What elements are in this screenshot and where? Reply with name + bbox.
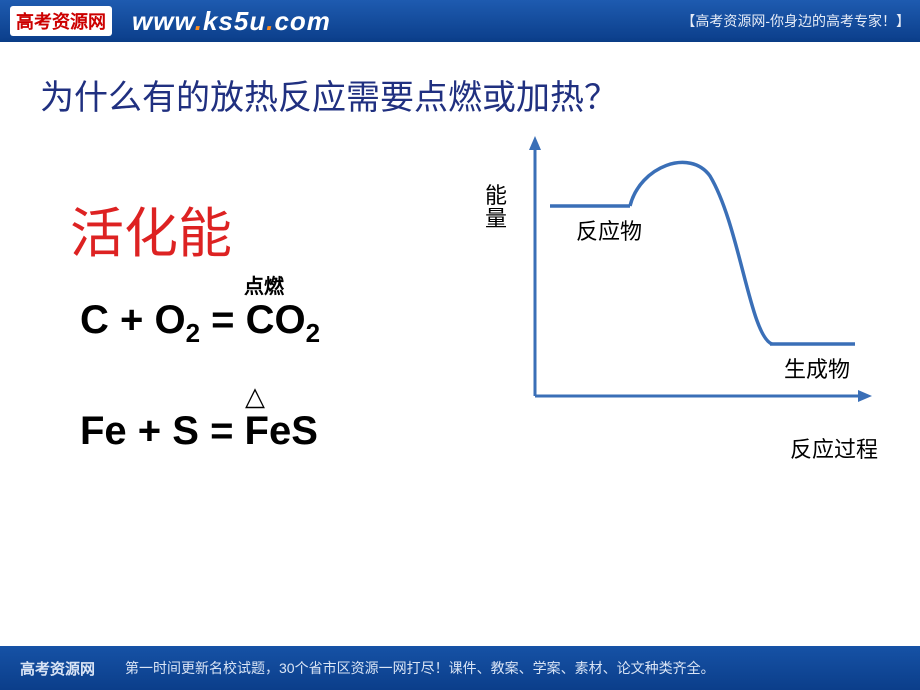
y-lbl-1: 能 [484,184,508,207]
equation-1-condition: 点燃 [244,270,284,299]
eq2-l: Fe + S [80,409,210,453]
eq1-part1: C + O [80,298,186,342]
eq1-sub1: 2 [186,318,200,348]
energy-diagram: 能 量 反应物 生成物 反应过程 [490,136,890,466]
equation-2-condition: △ [245,381,265,412]
url-dot1: . [195,6,203,36]
energy-curve [630,162,772,344]
slide-question: 为什么有的放热反应需要点燃或加热？ [40,70,890,119]
footer-right: 第一时间更新名校试题，30个省市区资源一网打尽！课件、教案、学案、素材、论文种类… [125,658,715,678]
eq1-sub2: 2 [306,318,320,348]
logo: 高考资源网 [10,6,112,36]
url-prefix: www [132,6,195,36]
y-axis-arrow [529,136,541,150]
url-mid: ks5u [203,6,266,36]
y-lbl-2: 量 [484,207,508,230]
footer-bar: 高考资源网 第一时间更新名校试题，30个省市区资源一网打尽！课件、教案、学案、素… [0,646,920,690]
url-suffix: com [274,6,330,36]
eq2-r: FeS [233,409,317,453]
reactant-label: 反应物 [576,214,642,246]
slide-body: 为什么有的放热反应需要点燃或加热？ 活化能 点燃 C + O2 = CO2 △ … [0,42,920,646]
eq2-eq: = [210,409,233,453]
eq1-part2: = CO [200,298,306,342]
x-axis-label: 反应过程 [790,432,878,464]
header-bar: 高考资源网 www.ks5u.com 【高考资源网-你身边的高考专家！】 [0,0,920,42]
header-tagline: 【高考资源网-你身边的高考专家！】 [681,11,910,31]
product-label: 生成物 [784,352,850,384]
site-url: www.ks5u.com [132,6,331,37]
y-axis-label: 能 量 [484,184,508,230]
x-axis-arrow [858,390,872,402]
footer-left: 高考资源网 [20,658,95,679]
